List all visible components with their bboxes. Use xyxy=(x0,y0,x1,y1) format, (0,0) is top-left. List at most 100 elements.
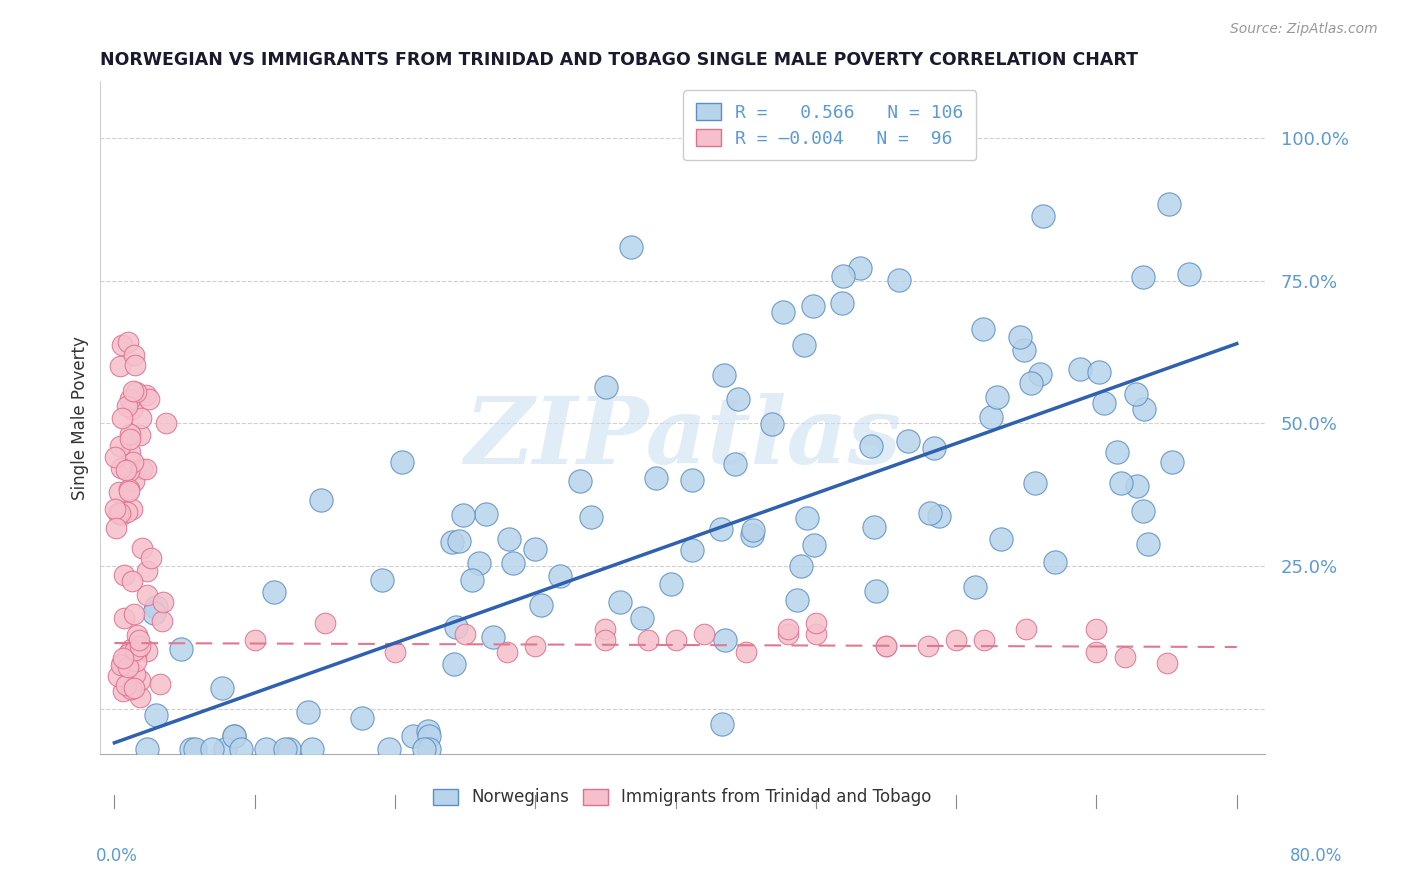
Point xyxy=(444,619,467,633)
Point xyxy=(314,615,336,630)
Point xyxy=(714,632,737,647)
Point xyxy=(631,611,654,625)
Point xyxy=(986,391,1008,405)
Point xyxy=(129,428,152,442)
Point xyxy=(115,399,138,413)
Point xyxy=(1008,330,1031,344)
Point xyxy=(391,455,413,469)
Point xyxy=(371,574,394,588)
Point xyxy=(776,627,799,641)
Point xyxy=(117,483,139,498)
Point xyxy=(524,542,547,557)
Point xyxy=(620,240,643,254)
Point xyxy=(278,741,301,756)
Point xyxy=(803,299,825,313)
Point xyxy=(117,659,139,673)
Point xyxy=(451,508,474,522)
Point xyxy=(1015,622,1038,636)
Point xyxy=(129,690,152,705)
Point xyxy=(108,359,131,374)
Point xyxy=(776,622,799,636)
Point xyxy=(1043,555,1066,569)
Text: NORWEGIAN VS IMMIGRANTS FROM TRINIDAD AND TOBAGO SINGLE MALE POVERTY CORRELATION: NORWEGIAN VS IMMIGRANTS FROM TRINIDAD AN… xyxy=(100,51,1139,69)
Point xyxy=(124,642,146,657)
Point xyxy=(131,541,153,555)
Point xyxy=(595,622,617,636)
Point xyxy=(352,711,374,725)
Point xyxy=(710,522,733,536)
Point xyxy=(849,260,872,275)
Point xyxy=(145,599,167,614)
Point xyxy=(1085,622,1108,636)
Point xyxy=(1069,362,1091,376)
Y-axis label: Single Male Poverty: Single Male Poverty xyxy=(72,336,89,500)
Point xyxy=(129,639,152,653)
Point xyxy=(496,644,519,658)
Point xyxy=(229,741,252,756)
Point xyxy=(170,641,193,656)
Point xyxy=(1107,445,1129,459)
Text: ZIPatlas: ZIPatlas xyxy=(464,393,901,483)
Point xyxy=(681,474,703,488)
Point xyxy=(402,729,425,743)
Point xyxy=(980,410,1002,425)
Point xyxy=(384,644,406,658)
Point xyxy=(1087,365,1109,379)
Point xyxy=(609,595,631,609)
Point xyxy=(122,455,145,469)
Text: 0.0%: 0.0% xyxy=(96,847,138,864)
Point xyxy=(122,607,145,621)
Point xyxy=(150,614,173,628)
Point xyxy=(661,577,683,591)
Point xyxy=(1028,368,1050,382)
Point xyxy=(110,439,132,453)
Point xyxy=(665,633,688,648)
Point xyxy=(118,392,141,406)
Point xyxy=(104,521,127,535)
Point xyxy=(637,633,659,648)
Point xyxy=(1092,396,1115,410)
Point xyxy=(309,493,332,508)
Point xyxy=(111,684,134,698)
Point xyxy=(124,358,146,372)
Point xyxy=(120,445,142,459)
Point xyxy=(111,651,134,665)
Point xyxy=(524,639,547,653)
Point xyxy=(1133,402,1156,417)
Point xyxy=(734,644,756,658)
Point xyxy=(710,717,733,731)
Point xyxy=(1178,267,1201,281)
Point xyxy=(120,682,142,697)
Point xyxy=(595,633,617,648)
Point xyxy=(875,639,897,653)
Point xyxy=(460,573,482,587)
Point xyxy=(1024,476,1046,491)
Point xyxy=(263,584,285,599)
Point xyxy=(110,657,132,672)
Point xyxy=(149,677,172,691)
Point xyxy=(136,588,159,602)
Point xyxy=(440,534,463,549)
Point xyxy=(418,730,440,744)
Point xyxy=(243,633,266,648)
Point xyxy=(121,574,143,588)
Point xyxy=(1132,503,1154,517)
Point xyxy=(568,474,591,488)
Point xyxy=(121,502,143,516)
Point xyxy=(502,556,524,570)
Point xyxy=(118,427,141,442)
Point xyxy=(125,654,148,668)
Point xyxy=(859,439,882,453)
Point xyxy=(117,647,139,661)
Point xyxy=(965,580,987,594)
Point xyxy=(581,510,603,524)
Point xyxy=(990,533,1012,547)
Point xyxy=(125,628,148,642)
Point xyxy=(131,462,153,476)
Point xyxy=(804,615,827,630)
Point xyxy=(112,568,135,582)
Point xyxy=(897,434,920,448)
Point xyxy=(681,543,703,558)
Point xyxy=(595,379,617,393)
Point xyxy=(692,627,714,641)
